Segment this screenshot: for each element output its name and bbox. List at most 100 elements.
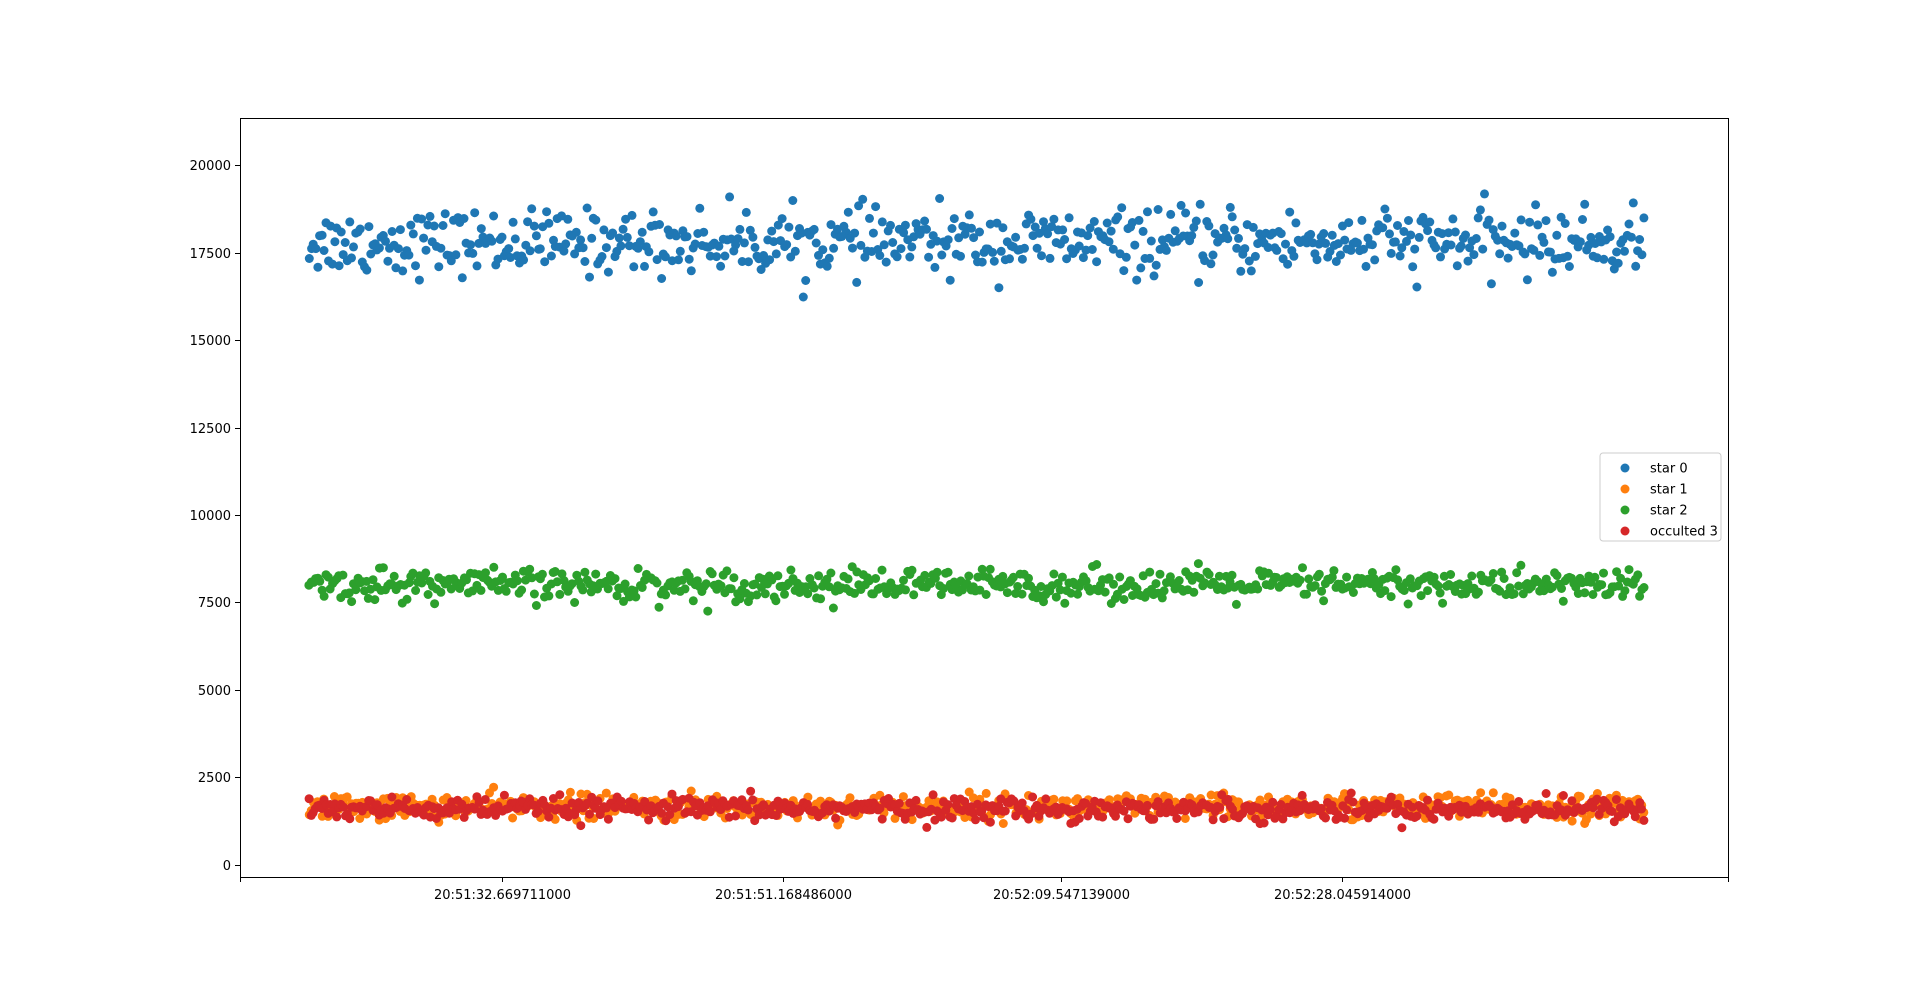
x-tick-label: 20:51:51.168486000 <box>715 888 852 903</box>
data-point <box>1265 805 1275 814</box>
data-point <box>1066 588 1076 598</box>
data-point <box>1087 245 1097 254</box>
data-point <box>462 575 471 585</box>
data-point <box>809 583 819 593</box>
data-point <box>1467 571 1477 581</box>
data-point <box>939 584 949 593</box>
data-point <box>1342 805 1352 815</box>
data-point <box>1361 261 1371 271</box>
data-point <box>1272 573 1281 582</box>
data-point <box>501 586 511 596</box>
data-point <box>402 594 412 604</box>
data-point <box>1431 243 1441 253</box>
data-point <box>1541 216 1551 226</box>
data-point <box>1412 282 1422 292</box>
data-point <box>1008 572 1018 582</box>
data-point <box>323 572 333 582</box>
data-point <box>1414 232 1424 242</box>
data-point <box>854 201 864 211</box>
data-point <box>1026 214 1036 224</box>
data-point <box>971 250 980 260</box>
data-point <box>850 228 860 238</box>
data-point <box>947 813 957 823</box>
data-point <box>1045 253 1055 263</box>
data-point <box>699 227 709 237</box>
data-point <box>565 787 575 797</box>
data-point <box>440 209 450 219</box>
data-point <box>512 576 522 586</box>
data-point <box>517 585 527 595</box>
data-point <box>1639 213 1649 223</box>
data-point <box>1480 189 1489 199</box>
data-point <box>1276 800 1286 809</box>
data-point <box>760 589 770 599</box>
data-point <box>603 584 613 594</box>
data-point <box>1395 251 1405 261</box>
data-point <box>735 224 745 234</box>
data-point <box>1469 250 1479 260</box>
data-point <box>1509 589 1519 599</box>
data-point <box>801 276 811 285</box>
data-point <box>311 244 321 254</box>
data-point <box>845 793 855 803</box>
data-point <box>1563 251 1573 261</box>
data-point <box>1630 812 1640 822</box>
data-point <box>1111 811 1120 821</box>
data-point <box>1119 595 1129 604</box>
data-point <box>1013 582 1023 591</box>
data-point <box>877 814 887 824</box>
data-point <box>1236 266 1246 276</box>
data-point <box>332 812 342 822</box>
data-point <box>406 220 416 230</box>
data-point <box>1599 254 1609 264</box>
data-point <box>1244 256 1254 266</box>
data-point <box>1208 250 1218 260</box>
data-point <box>1060 598 1070 608</box>
data-point <box>510 234 520 244</box>
axes-frame <box>240 118 1729 878</box>
data-point <box>529 221 539 231</box>
points-layer <box>304 189 1649 833</box>
data-point <box>317 230 327 240</box>
data-point <box>336 227 346 237</box>
data-point <box>644 815 654 825</box>
data-point <box>826 568 836 578</box>
data-point <box>1039 597 1048 607</box>
data-point <box>657 274 667 283</box>
data-point <box>1166 209 1176 219</box>
data-point <box>1433 581 1443 591</box>
data-point <box>803 589 813 599</box>
data-point <box>1005 254 1014 264</box>
data-point <box>338 570 348 580</box>
data-point <box>722 566 732 576</box>
data-point <box>985 219 995 229</box>
data-point <box>675 246 685 256</box>
data-point <box>1541 789 1551 798</box>
data-point <box>529 589 539 599</box>
data-point <box>1191 216 1201 226</box>
data-point <box>1204 221 1214 231</box>
data-point <box>1194 278 1204 287</box>
data-point <box>1614 581 1624 591</box>
data-point <box>1281 239 1290 249</box>
data-point <box>1378 223 1388 233</box>
data-point <box>1255 795 1265 805</box>
data-point <box>667 789 677 799</box>
data-point <box>1109 579 1118 589</box>
data-point <box>451 250 461 260</box>
data-point <box>930 262 940 272</box>
data-point <box>489 211 499 221</box>
data-point <box>1403 599 1413 609</box>
data-point <box>1327 230 1337 240</box>
data-point <box>1263 243 1273 252</box>
data-point <box>899 575 908 585</box>
data-point <box>985 817 995 827</box>
data-point <box>748 795 758 805</box>
data-point <box>1223 234 1233 244</box>
data-point <box>1412 811 1422 821</box>
data-point <box>1567 816 1577 826</box>
data-point <box>1246 266 1256 276</box>
data-point <box>1117 203 1127 213</box>
data-point <box>567 798 577 808</box>
data-point <box>1399 586 1409 595</box>
